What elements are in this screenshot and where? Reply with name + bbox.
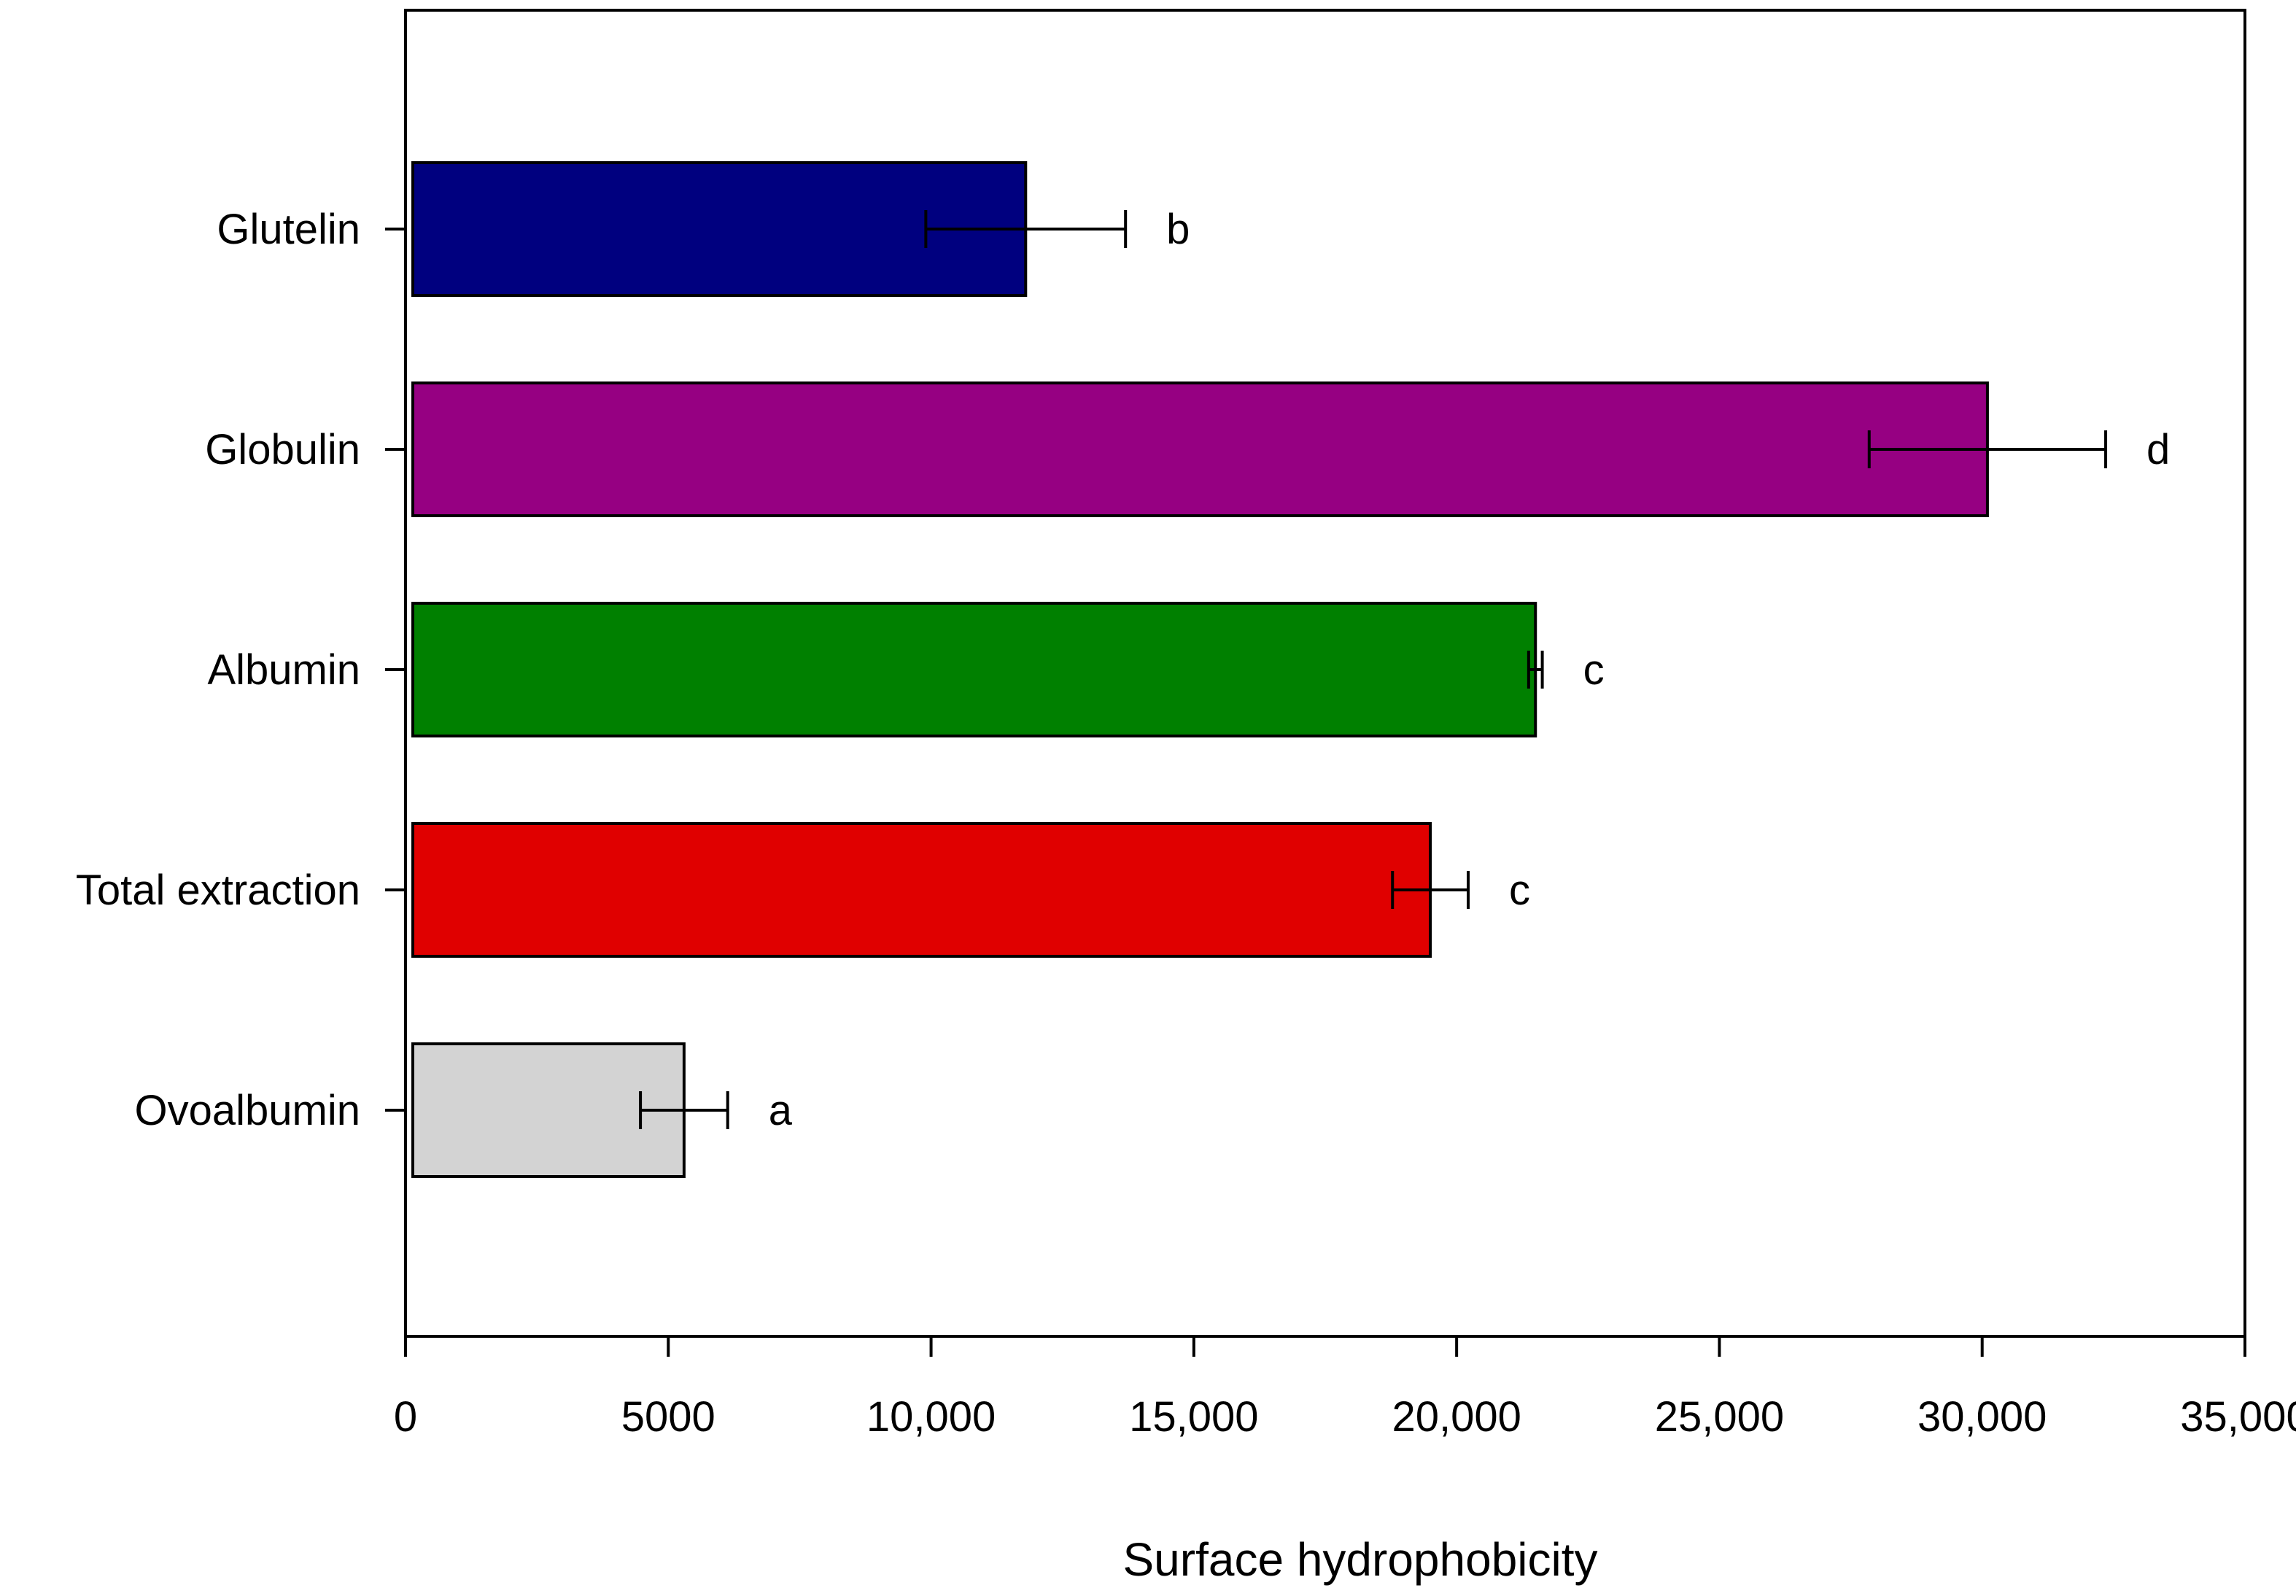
- bar-glutelin: [411, 161, 1028, 297]
- bar-albumin: [411, 602, 1537, 737]
- x-tick-label: 25,000: [1655, 1393, 1784, 1441]
- bar-total-extraction: [411, 822, 1432, 958]
- significance-label: c: [1509, 867, 1530, 914]
- x-tick-label: 10,000: [866, 1393, 996, 1441]
- x-axis-title: Surface hydrophobicity: [1122, 1533, 1597, 1586]
- x-tick-label: 0: [394, 1393, 417, 1441]
- y-ticks-layer: [385, 228, 406, 1112]
- category-label: Globulin: [205, 426, 360, 473]
- labels-layer: Glutelin b Globulin d Albumin c Total extracti…: [76, 206, 2170, 1134]
- significance-label: d: [2146, 426, 2170, 473]
- significance-label: b: [1166, 206, 1190, 253]
- x-tick-label: 35,000: [2180, 1393, 2296, 1441]
- significance-label: c: [1583, 646, 1605, 694]
- plot-frame: [404, 9, 2246, 1338]
- error-bars-layer: [639, 210, 2108, 1129]
- bars-layer: [411, 161, 1989, 1178]
- significance-label: a: [769, 1087, 793, 1134]
- x-tick-label: 5000: [621, 1393, 715, 1441]
- category-label: Total extraction: [76, 867, 360, 914]
- x-tick-label: 15,000: [1129, 1393, 1258, 1441]
- category-label: Ovoalbumin: [135, 1087, 360, 1134]
- category-label: Glutelin: [217, 206, 360, 253]
- x-tick-label: 30,000: [1917, 1393, 2047, 1441]
- bar-ovoalbumin: [411, 1042, 686, 1178]
- axes-layer: [404, 9, 2246, 1338]
- category-label: Albumin: [207, 646, 360, 694]
- x-tick-label: 20,000: [1392, 1393, 1521, 1441]
- bar-globulin: [411, 381, 1989, 517]
- x-ticks-layer: 0 5000 10,000 15,000 20,000 25,000 30,000 35,00…: [394, 1336, 2296, 1441]
